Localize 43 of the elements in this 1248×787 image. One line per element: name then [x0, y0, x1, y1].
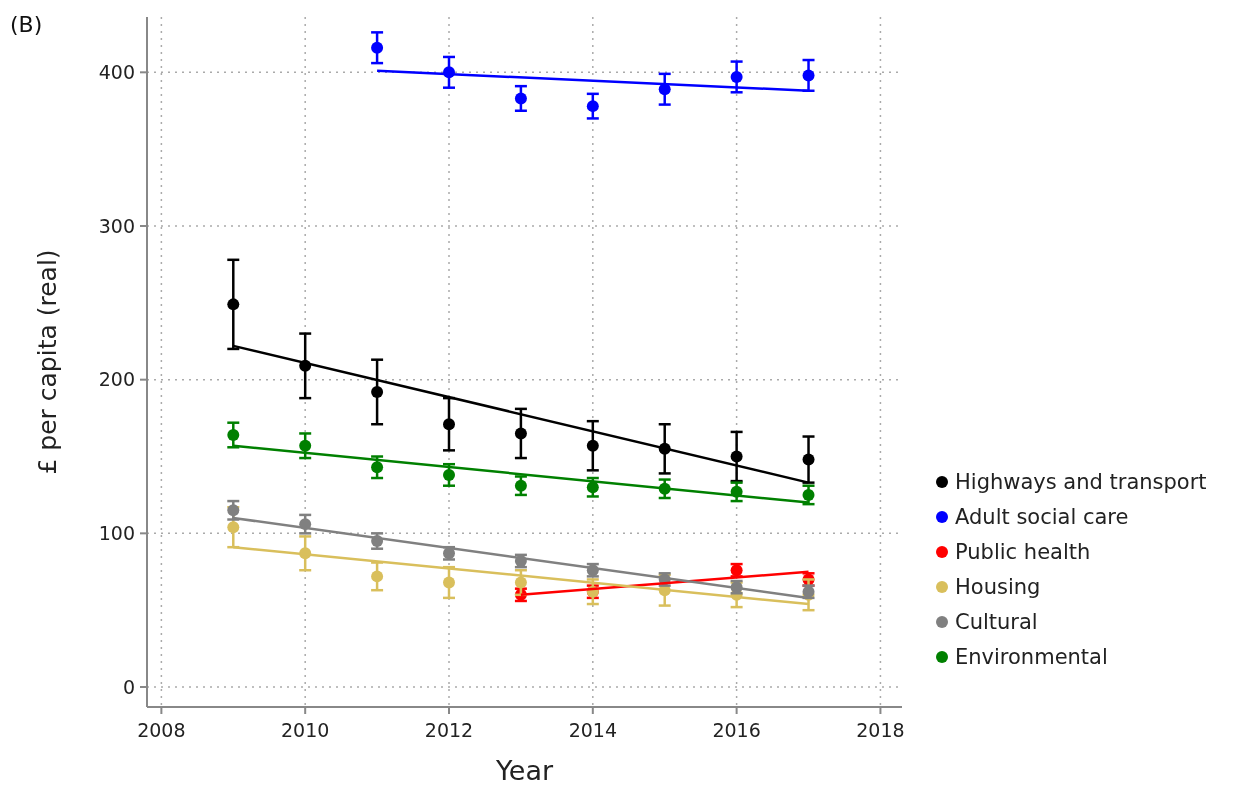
x-tick-label: 2018	[856, 719, 905, 741]
point	[371, 385, 384, 398]
point	[371, 461, 384, 474]
point	[514, 427, 527, 440]
y-axis-title: £ per capita (real)	[33, 249, 62, 475]
chart-title: (B)	[10, 12, 43, 37]
point	[443, 576, 455, 589]
legend-label: Adult social care	[955, 505, 1129, 530]
point	[443, 468, 455, 481]
x-tick-label: 2010	[281, 719, 330, 741]
y-tick-label: 300	[98, 214, 135, 237]
point	[586, 439, 599, 452]
x-axis-title: Year	[494, 755, 554, 786]
point	[802, 453, 815, 466]
legend-label: Cultural	[955, 610, 1038, 635]
point	[514, 576, 527, 589]
point	[802, 69, 815, 82]
point	[299, 439, 312, 452]
x-tick-label: 2008	[137, 719, 186, 741]
point	[514, 479, 527, 492]
point	[227, 429, 240, 441]
x-tick-label: 2016	[712, 719, 761, 741]
legend-label: Highways and transport	[955, 470, 1207, 495]
legend-label: Public health	[955, 540, 1091, 565]
point	[730, 70, 743, 83]
legend-label: Housing	[955, 575, 1041, 600]
point	[443, 418, 455, 431]
point	[227, 298, 240, 311]
point	[227, 521, 240, 534]
point	[514, 92, 527, 105]
y-tick-label: 400	[98, 60, 135, 83]
point	[730, 450, 743, 463]
legend-label: Environmental	[955, 645, 1108, 670]
point	[371, 570, 384, 583]
point	[586, 481, 599, 494]
x-tick-label: 2012	[424, 719, 474, 741]
y-tick-label: 200	[98, 368, 135, 391]
point	[371, 41, 384, 54]
y-tick-label: 100	[98, 522, 135, 544]
point	[586, 100, 599, 113]
y-tick-label: 0	[122, 675, 135, 698]
point	[802, 488, 815, 501]
x-tick-label: 2014	[568, 719, 617, 741]
